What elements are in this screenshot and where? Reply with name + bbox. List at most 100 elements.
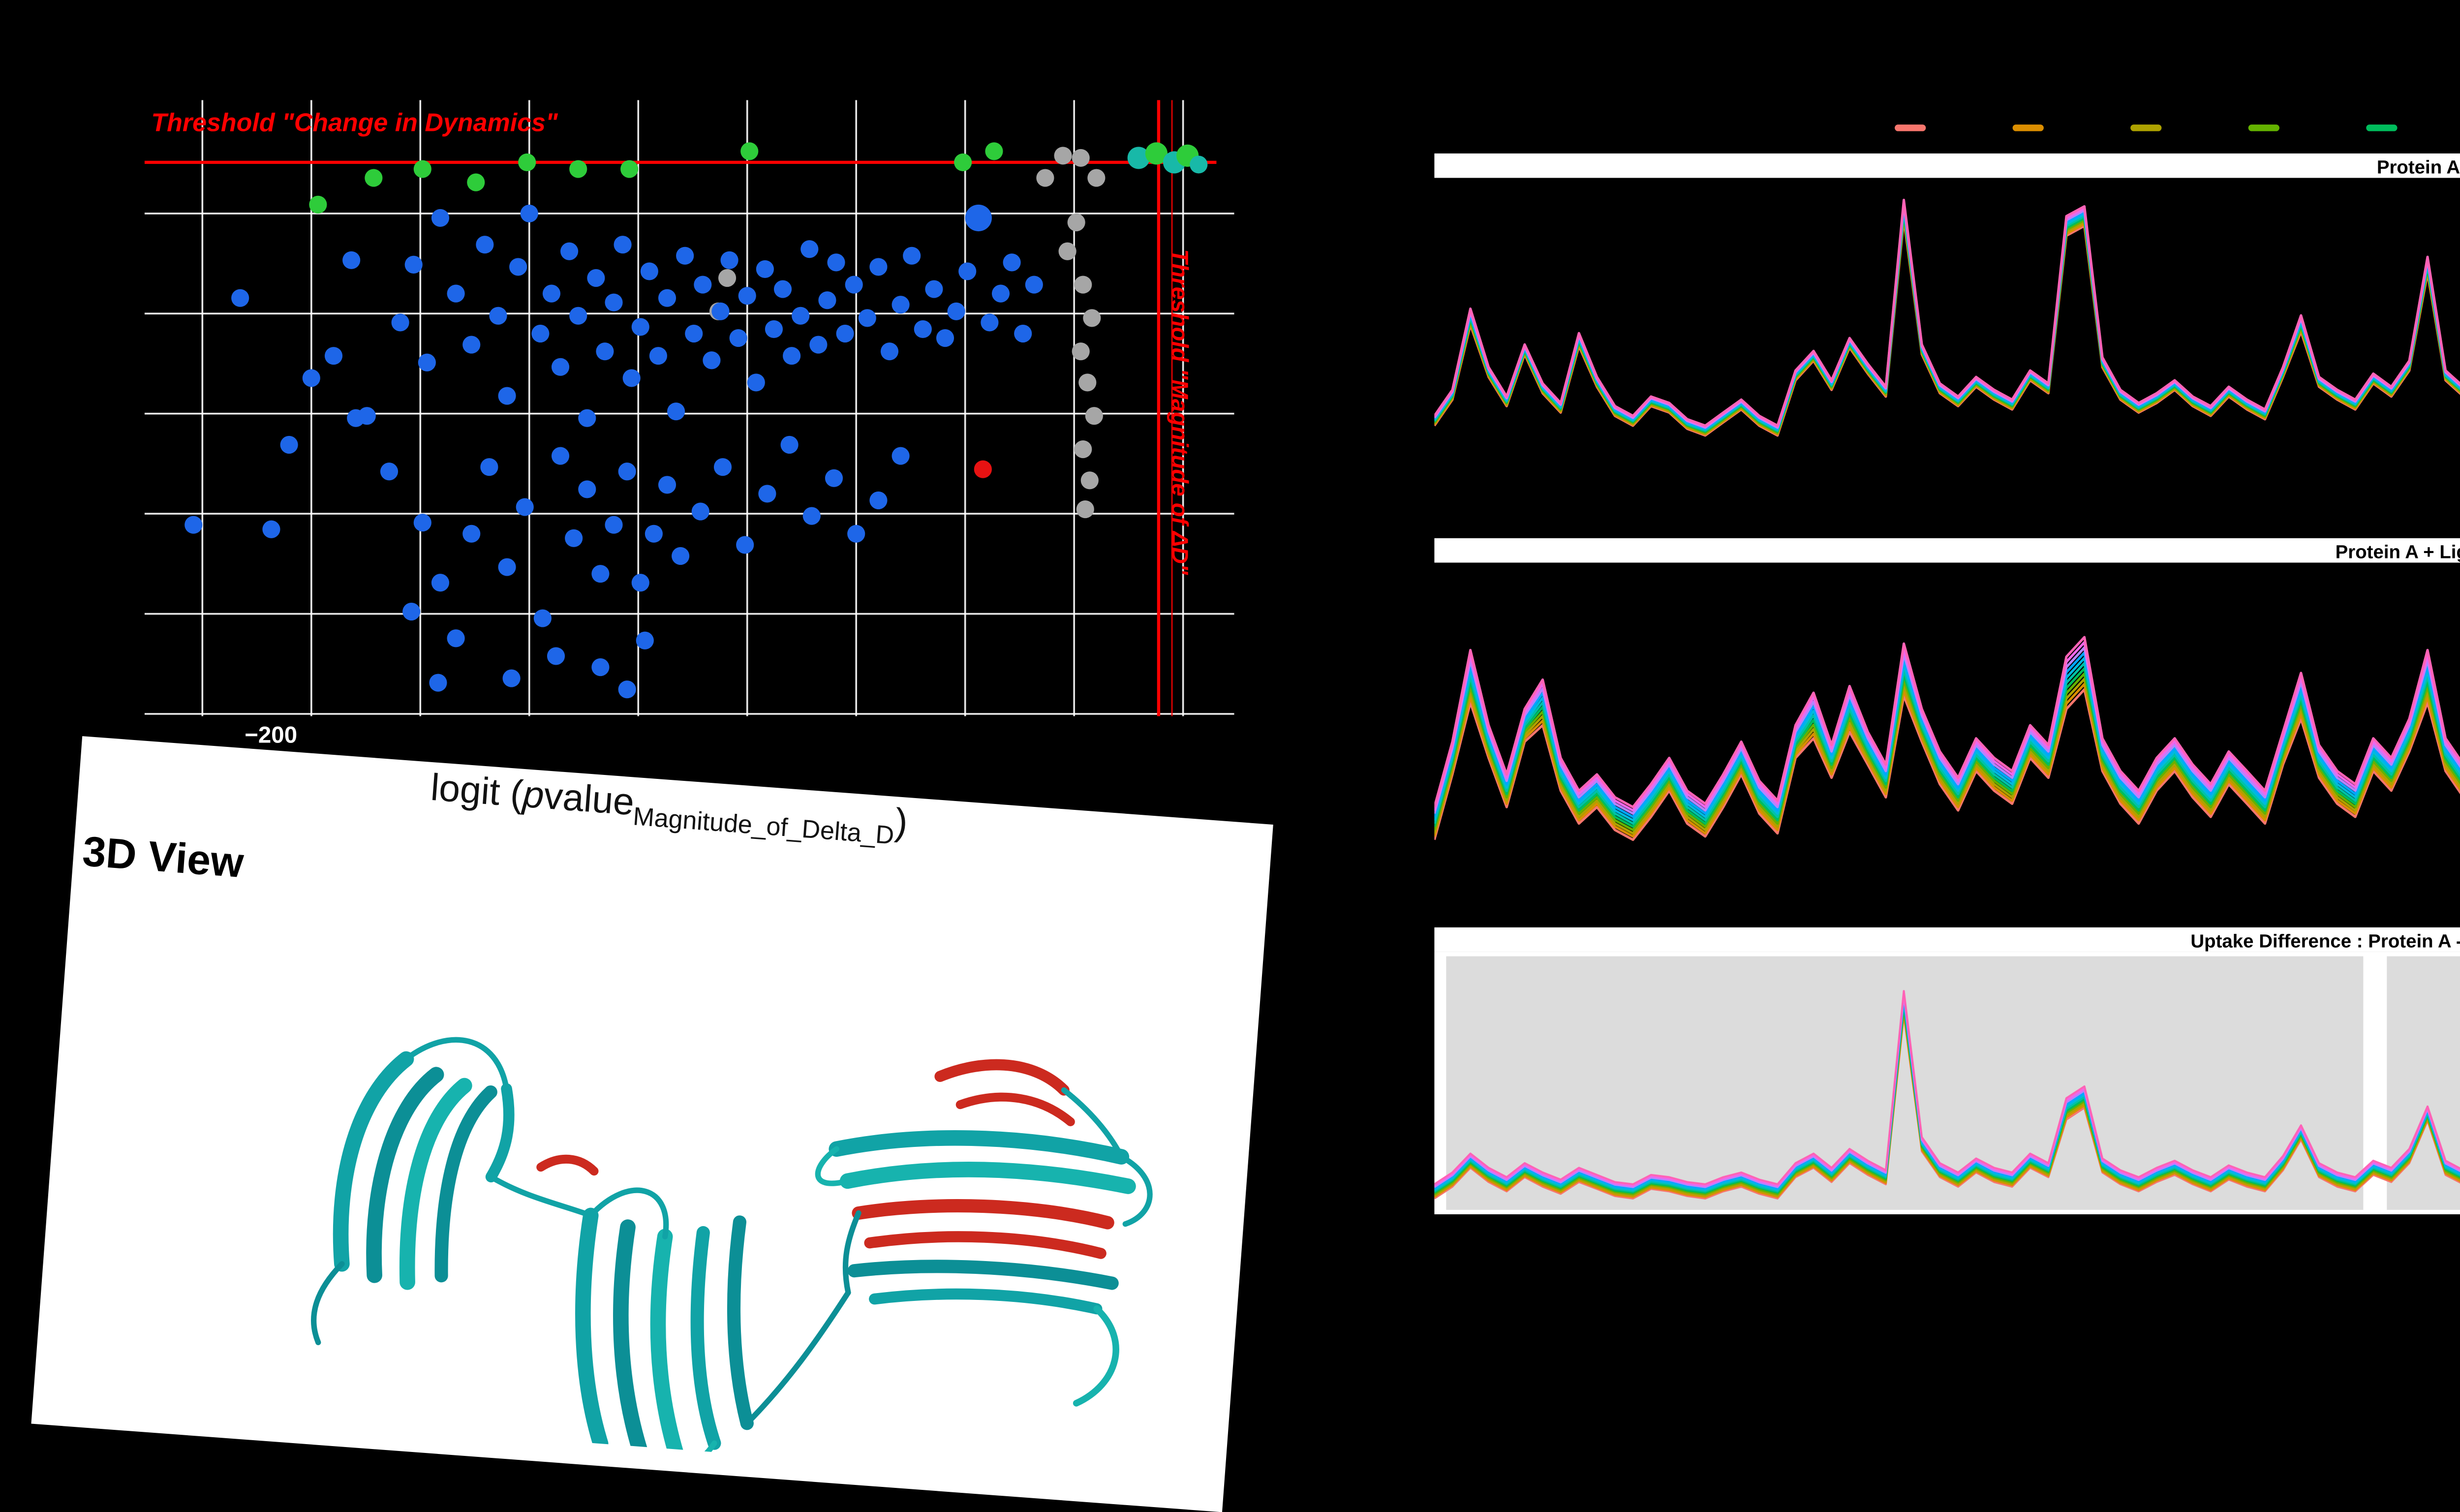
data-point[interactable] [747, 373, 765, 392]
data-point[interactable] [620, 160, 639, 178]
data-point[interactable] [547, 647, 565, 665]
data-point[interactable] [713, 458, 732, 476]
data-point[interactable] [587, 269, 605, 287]
data-point[interactable] [672, 547, 690, 565]
data-point[interactable] [783, 347, 801, 365]
data-point[interactable] [447, 284, 465, 303]
legend-swatch[interactable] [1895, 123, 1926, 132]
data-point[interactable] [858, 309, 876, 327]
data-point[interactable] [758, 485, 776, 503]
data-point[interactable] [631, 574, 649, 592]
data-point[interactable] [1072, 342, 1090, 361]
data-point[interactable] [880, 342, 899, 361]
data-point[interactable] [309, 195, 327, 214]
data-point[interactable] [869, 491, 888, 510]
data-point[interactable] [605, 293, 623, 311]
legend-swatch[interactable] [2248, 123, 2279, 132]
data-point[interactable] [516, 498, 534, 516]
data-point[interactable] [380, 463, 399, 481]
data-point[interactable] [869, 258, 888, 276]
data-point[interactable] [658, 289, 676, 307]
data-point[interactable] [498, 558, 516, 576]
data-point[interactable] [718, 269, 737, 287]
data-point[interactable] [231, 289, 249, 307]
data-point[interactable] [703, 351, 721, 370]
data-point[interactable] [1074, 440, 1092, 459]
data-point[interactable] [184, 516, 203, 534]
data-point[interactable] [1087, 169, 1106, 187]
data-point[interactable] [431, 209, 450, 227]
data-point[interactable] [903, 247, 921, 265]
data-point[interactable] [685, 324, 703, 343]
data-point[interactable] [936, 329, 954, 347]
data-point[interactable] [825, 469, 843, 487]
data-point[interactable] [1003, 253, 1021, 272]
data-point[interactable] [649, 347, 667, 365]
data-point[interactable] [622, 369, 641, 387]
data-point[interactable] [691, 502, 709, 521]
data-point[interactable] [981, 313, 999, 332]
data-point[interactable] [836, 324, 854, 343]
data-point[interactable] [1036, 169, 1054, 187]
data-point[interactable] [614, 236, 632, 254]
data-point[interactable] [509, 258, 527, 276]
data-point[interactable] [892, 447, 910, 465]
data-point[interactable] [645, 525, 663, 543]
data-point[interactable] [1054, 147, 1072, 165]
data-point[interactable] [502, 669, 521, 687]
data-point[interactable] [342, 251, 361, 269]
data-point[interactable] [618, 680, 636, 699]
data-point[interactable] [480, 458, 498, 476]
data-point[interactable] [413, 514, 431, 532]
data-point[interactable] [667, 402, 685, 421]
data-point[interactable] [489, 307, 507, 325]
data-point[interactable] [533, 609, 552, 627]
data-point[interactable] [780, 435, 799, 454]
data-point[interactable] [827, 253, 845, 272]
data-point[interactable] [1076, 500, 1094, 519]
data-point[interactable] [404, 255, 423, 274]
data-point[interactable] [1080, 471, 1099, 490]
data-point[interactable] [845, 276, 863, 294]
data-point[interactable] [1074, 276, 1092, 294]
data-point[interactable] [1190, 155, 1208, 174]
data-point[interactable] [640, 262, 658, 280]
legend-swatch[interactable] [2012, 123, 2044, 132]
data-point[interactable] [711, 302, 730, 320]
data-point[interactable] [418, 353, 436, 371]
data-point[interactable] [818, 291, 836, 309]
data-point[interactable] [605, 516, 623, 534]
data-point[interactable] [809, 336, 828, 354]
data-point[interactable] [262, 520, 280, 538]
data-point[interactable] [694, 276, 712, 294]
data-point[interactable] [985, 142, 1003, 160]
data-point[interactable] [765, 320, 783, 339]
data-point[interactable] [954, 153, 972, 172]
data-point[interactable] [1025, 276, 1043, 294]
data-point[interactable] [569, 307, 587, 325]
data-point[interactable] [476, 236, 494, 254]
data-point[interactable] [565, 529, 583, 547]
data-point[interactable] [542, 284, 561, 303]
data-point[interactable] [560, 242, 579, 260]
data-point[interactable] [429, 674, 447, 692]
uptake-difference-chart[interactable] [1434, 952, 2460, 1214]
volcano-plot[interactable] [144, 100, 1234, 716]
data-point[interactable] [578, 409, 596, 427]
data-point[interactable] [1058, 242, 1076, 260]
data-point[interactable] [658, 476, 676, 494]
data-point[interactable] [729, 329, 747, 347]
data-point[interactable] [802, 507, 821, 525]
data-point[interactable] [578, 480, 596, 498]
data-point[interactable] [280, 435, 298, 454]
data-point[interactable] [402, 602, 421, 621]
protein-a-ligand-chart[interactable] [1434, 562, 2460, 917]
data-point[interactable] [1127, 147, 1150, 169]
data-point[interactable] [636, 631, 654, 649]
data-point[interactable] [569, 160, 587, 178]
data-point[interactable] [1145, 142, 1168, 165]
data-point[interactable] [596, 342, 614, 361]
data-point[interactable] [302, 369, 320, 387]
legend-swatch[interactable] [2130, 123, 2162, 132]
data-point[interactable] [391, 313, 409, 332]
